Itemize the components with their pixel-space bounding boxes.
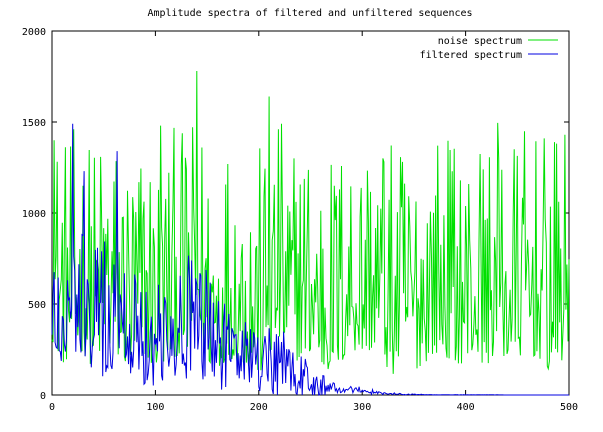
axis-ticks: 0 100 200 300 400 500 0 500 1000 1500 2000: [22, 27, 578, 413]
y-tick-label: 0: [40, 391, 46, 402]
series-line-noise: [51, 70, 570, 374]
x-tick-label: 0: [49, 402, 55, 413]
x-tick-label: 400: [457, 402, 475, 413]
legend-label-noise: noise spectrum: [438, 36, 522, 47]
legend: noise spectrum filtered spectrum: [420, 36, 558, 61]
y-tick-label: 1000: [22, 209, 46, 220]
y-tick-label: 1500: [22, 118, 46, 129]
series-line-filtered: [51, 123, 569, 396]
x-tick-label: 300: [353, 402, 371, 413]
x-tick-label: 200: [250, 402, 268, 413]
legend-label-filtered: filtered spectrum: [420, 50, 522, 61]
x-tick-label: 500: [560, 402, 578, 413]
chart-title: Amplitude spectra of filtered and unfilt…: [147, 8, 472, 19]
series-layer: [51, 70, 570, 396]
x-tick-label: 100: [146, 402, 164, 413]
y-tick-label: 2000: [22, 27, 46, 38]
y-tick-label: 500: [28, 300, 46, 311]
